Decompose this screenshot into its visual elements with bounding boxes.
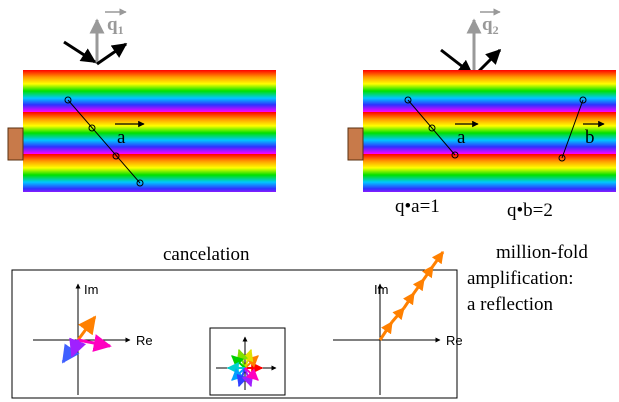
- q-label: q1: [107, 14, 124, 37]
- section-title: cancelation: [163, 244, 250, 265]
- crystal: [363, 70, 616, 192]
- axis-label: Re: [446, 333, 463, 348]
- q-label: q2: [482, 14, 499, 37]
- vector-label: a: [457, 127, 466, 148]
- vector-label: b: [585, 127, 595, 148]
- phasor-chain: [380, 252, 443, 340]
- caption: million-fold: [496, 242, 588, 263]
- equation: q•a=1: [395, 196, 440, 217]
- axis-label: Re: [136, 333, 153, 348]
- page: q1 q2 a a b q•a=1 q•b=2 cancelation mill…: [0, 0, 619, 402]
- equation: q•b=2: [507, 200, 553, 221]
- color-wheel: [216, 337, 276, 390]
- axis-label: Im: [374, 282, 388, 297]
- axis-label: Im: [84, 282, 98, 297]
- crystal: [23, 70, 276, 192]
- axes: [333, 284, 440, 395]
- caption: amplification:: [467, 268, 574, 289]
- diagram: q1 q2 a a b q•a=1 q•b=2 cancelation mill…: [0, 0, 619, 402]
- caption: a reflection: [467, 294, 553, 315]
- vector-label: a: [117, 127, 126, 148]
